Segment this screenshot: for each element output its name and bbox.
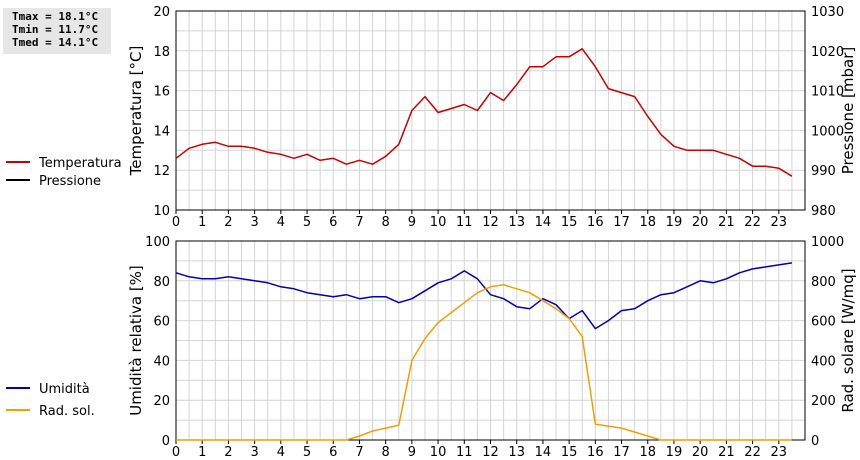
- x-tick-label: 10: [430, 445, 447, 460]
- y-tick-label-right: 1010: [811, 85, 844, 100]
- x-tick-label: 21: [718, 215, 735, 230]
- y-axis-label-right: Pressione [mbar]: [839, 47, 857, 175]
- x-tick-label: 12: [482, 215, 499, 230]
- y-axis-label-left: Umidità relativa [%]: [127, 265, 145, 416]
- y-axis-label-right: Rad. solare [W/mq]: [839, 268, 857, 412]
- legend-label-solar: Rad. sol.: [39, 404, 95, 419]
- x-tick-label: 10: [430, 215, 447, 230]
- legend-label-temperature: Temperatura: [38, 156, 122, 171]
- humidity-series-line: [175, 262, 793, 330]
- y-tick-label-right: 1000: [811, 235, 844, 250]
- x-tick-label: 7: [355, 445, 363, 460]
- x-tick-label: 7: [355, 215, 363, 230]
- y-tick-label-left: 20: [153, 5, 170, 20]
- x-tick-label: 11: [456, 215, 473, 230]
- x-tick-label: 13: [508, 445, 525, 460]
- x-tick-label: 8: [382, 445, 390, 460]
- y-tick-label-left: 20: [153, 394, 170, 409]
- x-tick-label: 0: [172, 445, 180, 460]
- x-tick-label: 12: [482, 445, 499, 460]
- y-tick-label-right: 1030: [811, 5, 844, 20]
- y-tick-label-right: 200: [811, 394, 836, 409]
- temperature-series-line: [175, 48, 793, 177]
- x-tick-label: 9: [408, 215, 416, 230]
- x-tick-label: 1: [198, 445, 206, 460]
- y-tick-label-left: 100: [145, 235, 170, 250]
- tmax-text: Tmax = 18.1°C: [12, 10, 99, 23]
- humidity-solar-chart: 0 1 2 3 4 5 6 7 8 9 10 11 12 13 14 15 16 17 18 19 20 21 22 2302…: [6, 235, 857, 460]
- x-tick-label: 11: [456, 445, 473, 460]
- stats-box: Tmax = 18.1°C Tmin = 11.7°C Tmed = 14.1°…: [3, 8, 111, 54]
- x-tick-label: 8: [382, 215, 390, 230]
- x-tick-label: 20: [692, 215, 709, 230]
- y-tick-label-right: 0: [811, 434, 819, 449]
- y-tick-label-left: 16: [153, 85, 170, 100]
- tmin-text: Tmin = 11.7°C: [12, 23, 99, 36]
- x-tick-label: 19: [666, 445, 683, 460]
- x-tick-label: 0: [172, 215, 180, 230]
- x-tick-label: 16: [587, 445, 604, 460]
- x-tick-label: 20: [692, 445, 709, 460]
- temperature-pressure-chart: 0 1 2 3 4 5 6 7 8 9 10 11 12 13 14 15 16 17 18 19 20 21 22 2310…: [6, 5, 857, 230]
- x-tick-label: 16: [587, 215, 604, 230]
- x-tick-label: 18: [639, 445, 656, 460]
- x-tick-label: 3: [250, 445, 258, 460]
- x-tick-label: 17: [613, 445, 630, 460]
- y-tick-label-left: 12: [153, 164, 170, 179]
- y-tick-label-left: 14: [153, 124, 170, 139]
- x-tick-label: 2: [224, 215, 232, 230]
- x-tick-label: 4: [277, 445, 285, 460]
- x-tick-label: 18: [639, 215, 656, 230]
- y-tick-label-left: 60: [153, 315, 170, 330]
- y-tick-label-left: 0: [162, 434, 170, 449]
- x-tick-label: 14: [535, 215, 552, 230]
- y-tick-label-right: 1000: [811, 124, 844, 139]
- x-tick-label: 23: [771, 215, 788, 230]
- x-tick-label: 22: [744, 445, 761, 460]
- x-tick-label: 19: [666, 215, 683, 230]
- y-tick-label-left: 10: [153, 204, 170, 219]
- y-tick-label-right: 600: [811, 315, 836, 330]
- y-tick-label-right: 980: [811, 204, 836, 219]
- x-tick-label: 22: [744, 215, 761, 230]
- x-tick-label: 3: [250, 215, 258, 230]
- y-tick-label-left: 18: [153, 45, 170, 60]
- x-tick-label: 6: [329, 215, 337, 230]
- x-tick-label: 1: [198, 215, 206, 230]
- x-tick-label: 5: [303, 215, 311, 230]
- legend-label-humidity: Umidità: [39, 382, 90, 397]
- tmed-text: Tmed = 14.1°C: [12, 36, 99, 49]
- y-tick-label-right: 800: [811, 275, 836, 290]
- y-tick-label-right: 990: [811, 164, 836, 179]
- y-tick-label-right: 400: [811, 354, 836, 369]
- x-tick-label: 14: [535, 445, 552, 460]
- x-tick-label: 2: [224, 445, 232, 460]
- y-tick-label-left: 80: [153, 275, 170, 290]
- x-tick-label: 21: [718, 445, 735, 460]
- legend-label-pressure: Pressione: [39, 174, 101, 189]
- x-tick-label: 5: [303, 445, 311, 460]
- x-tick-label: 9: [408, 445, 416, 460]
- x-tick-label: 13: [508, 215, 525, 230]
- x-tick-label: 6: [329, 445, 337, 460]
- x-tick-label: 23: [771, 445, 788, 460]
- solar-series-line: [176, 284, 792, 441]
- y-tick-label-left: 40: [153, 354, 170, 369]
- x-tick-label: 15: [561, 445, 578, 460]
- x-tick-label: 17: [613, 215, 630, 230]
- x-tick-label: 4: [277, 215, 285, 230]
- y-axis-label-left: Temperatura [°C]: [127, 46, 145, 177]
- x-tick-label: 15: [561, 215, 578, 230]
- y-tick-label-right: 1020: [811, 45, 844, 60]
